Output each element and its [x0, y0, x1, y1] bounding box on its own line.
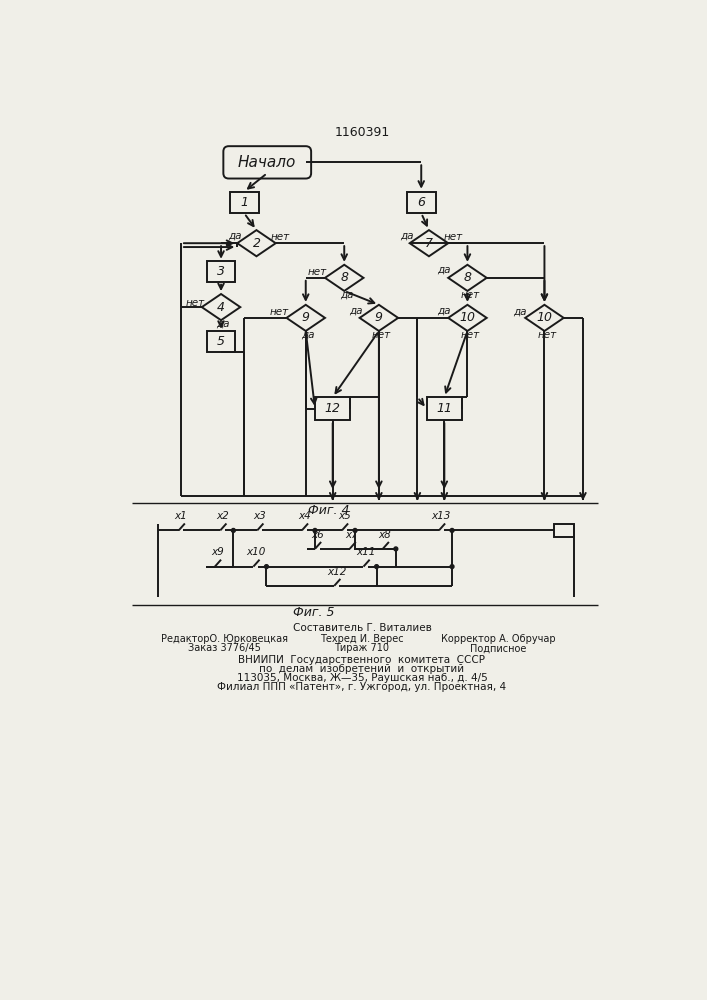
Text: Фиг. 5: Фиг. 5 [293, 606, 334, 619]
Text: х3: х3 [253, 511, 266, 521]
Text: нет: нет [444, 232, 463, 242]
Text: нет: нет [269, 307, 288, 317]
Bar [315, 397, 351, 420]
Text: 8: 8 [340, 271, 349, 284]
Text: да: да [438, 305, 451, 315]
Circle shape [313, 528, 317, 532]
Bar [207, 261, 235, 282]
Text: 8: 8 [464, 271, 472, 284]
Text: да: да [228, 231, 242, 240]
Text: х5: х5 [338, 511, 351, 521]
Text: да: да [513, 307, 527, 317]
Text: х1: х1 [175, 511, 187, 521]
Text: х4: х4 [298, 511, 310, 521]
Text: да: да [301, 330, 315, 340]
Text: х13: х13 [431, 511, 451, 521]
Text: нет: нет [271, 232, 290, 242]
Text: нет: нет [372, 330, 391, 340]
Text: нет: нет [308, 267, 327, 277]
Text: х7: х7 [346, 530, 358, 540]
Text: 10: 10 [537, 311, 552, 324]
Text: х9: х9 [211, 547, 223, 557]
Text: да: да [400, 231, 414, 240]
Bar [407, 192, 436, 213]
Text: 5: 5 [217, 335, 225, 348]
Text: х2: х2 [216, 511, 229, 521]
Circle shape [450, 565, 454, 569]
Text: 2: 2 [252, 237, 260, 250]
Text: 12: 12 [325, 402, 341, 415]
Text: да: да [340, 290, 354, 300]
Text: 11: 11 [436, 402, 452, 415]
Bar [230, 192, 259, 213]
Text: 6: 6 [417, 196, 425, 209]
Text: ВНИИПИ  Государственного  комитета  СССР: ВНИИПИ Государственного комитета СССР [238, 655, 486, 665]
Text: Составитель Г. Виталиев: Составитель Г. Виталиев [293, 623, 431, 633]
Text: х8: х8 [379, 530, 392, 540]
Text: Филиал ППП «Патент», г. Ужгород, ул. Проектная, 4: Филиал ППП «Патент», г. Ужгород, ул. Про… [217, 682, 506, 692]
Text: нет: нет [460, 290, 479, 300]
Text: Фиг. 4: Фиг. 4 [308, 504, 349, 517]
Text: 113035, Москва, Ж—35, Раушская наб., д. 4/5: 113035, Москва, Ж—35, Раушская наб., д. … [237, 673, 487, 683]
Bar [426, 397, 462, 420]
Text: х10: х10 [246, 547, 265, 557]
Circle shape [264, 565, 269, 569]
Text: да: да [216, 319, 230, 329]
Text: Начало: Начало [238, 155, 296, 170]
Text: Подписное: Подписное [470, 643, 527, 653]
Text: да: да [349, 305, 363, 315]
Text: х12: х12 [327, 567, 346, 577]
Circle shape [231, 528, 235, 532]
Text: 1160391: 1160391 [334, 126, 390, 139]
Circle shape [450, 528, 454, 532]
Text: 9: 9 [375, 311, 383, 324]
Text: 3: 3 [217, 265, 225, 278]
Bar [554, 524, 574, 537]
Text: 9: 9 [302, 311, 310, 324]
Text: Тираж 710: Тираж 710 [334, 643, 390, 653]
Text: 1: 1 [240, 196, 248, 209]
Bar [207, 331, 235, 352]
Circle shape [353, 528, 357, 532]
Text: нет: нет [185, 298, 204, 308]
Text: 4: 4 [217, 301, 225, 314]
Text: Корректор А. Обручар: Корректор А. Обручар [441, 634, 556, 644]
Text: нет: нет [537, 330, 556, 340]
Circle shape [375, 565, 378, 569]
Text: х6: х6 [311, 530, 324, 540]
Text: х11: х11 [356, 547, 375, 557]
Circle shape [394, 547, 398, 551]
Text: 10: 10 [460, 311, 475, 324]
Text: да: да [438, 265, 451, 275]
Text: Техред И. Верес: Техред И. Верес [320, 634, 404, 644]
Text: РедакторО. Юрковецкая: РедакторО. Юрковецкая [161, 634, 288, 644]
Text: Заказ 3776/45: Заказ 3776/45 [189, 643, 262, 653]
Text: 7: 7 [425, 237, 433, 250]
Text: нет: нет [460, 330, 479, 340]
Text: по  делам  изобретений  и  открытий: по делам изобретений и открытий [259, 664, 464, 674]
